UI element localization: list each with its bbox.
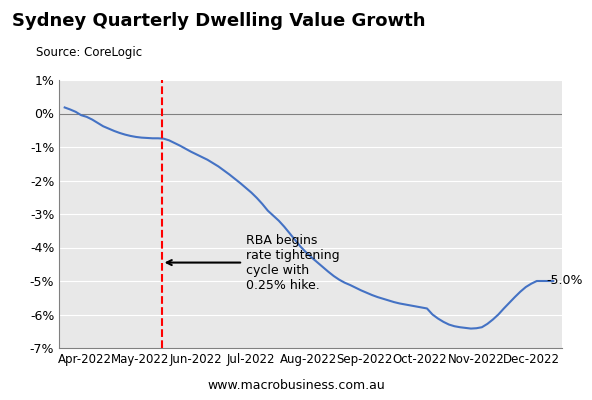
Text: -5.0%: -5.0% [546,274,583,288]
Text: RBA begins
rate tightening
cycle with
0.25% hike.: RBA begins rate tightening cycle with 0.… [167,234,339,292]
Text: Source: CoreLogic: Source: CoreLogic [36,46,141,59]
Text: BUSINESS: BUSINESS [468,56,538,68]
Text: Sydney Quarterly Dwelling Value Growth: Sydney Quarterly Dwelling Value Growth [12,12,425,30]
Text: www.macrobusiness.com.au: www.macrobusiness.com.au [207,379,385,392]
Text: MACRO: MACRO [472,26,535,41]
